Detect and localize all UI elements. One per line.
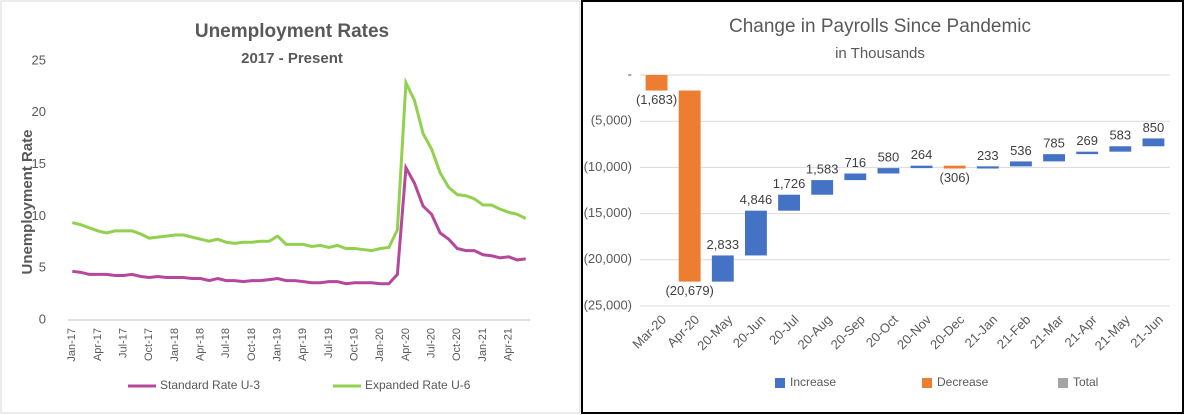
data-label: 850: [1143, 120, 1165, 135]
y-axis-label: Unemployment Rate: [19, 129, 36, 274]
bar: [745, 210, 767, 256]
y-tick-label: 15: [32, 156, 46, 171]
data-label: (20,679): [665, 283, 713, 298]
bar: [943, 165, 966, 169]
legend-swatch: [1058, 378, 1068, 388]
x-tick-label: Oct-18: [246, 328, 258, 361]
legend-label: Expanded Rate U-6: [365, 378, 471, 392]
y-tick-label: (15,000): [584, 205, 632, 220]
bar: [1142, 138, 1165, 147]
x-tick-label: Jul-17: [118, 328, 130, 358]
data-label: (1,683): [636, 92, 677, 107]
bar: [711, 255, 734, 282]
data-label: 536: [1010, 143, 1032, 158]
x-tick-label: Apr-20: [400, 328, 412, 361]
x-tick-label: 21-Jan: [962, 312, 1001, 351]
data-label: 1,726: [773, 176, 806, 191]
x-tick-label: 20-Nov: [894, 312, 935, 353]
right-panel: [581, 0, 1184, 414]
bar: [844, 173, 867, 181]
x-tick-label: Jan-21: [477, 328, 489, 362]
x-tick-label: Apr-17: [92, 328, 104, 361]
data-label: 583: [1109, 128, 1131, 143]
data-label: 716: [844, 155, 866, 170]
x-tick-label: 21-Mar: [1027, 311, 1067, 351]
data-label: 580: [878, 150, 900, 165]
legend-label: Total: [1073, 375, 1098, 389]
legend-label: Increase: [790, 375, 836, 389]
left-panel: [0, 0, 581, 414]
x-tick-label: 21-Feb: [994, 312, 1034, 352]
series-line: [71, 76, 527, 253]
x-tick-label: Jul-18: [220, 328, 232, 358]
y-tick-label: -: [628, 66, 632, 81]
chart-title: Change in Payrolls Since Pandemic: [729, 16, 1031, 37]
data-label: 2,833: [707, 237, 740, 252]
y-tick-label: 25: [32, 52, 46, 67]
x-tick-label: Apr-18: [195, 328, 207, 361]
legend-swatch: [922, 378, 932, 388]
x-tick-label: 21-May: [1092, 312, 1134, 354]
y-tick-label: 10: [32, 208, 46, 223]
x-tick-label: 20-Jun: [730, 312, 769, 351]
x-tick-label: Apr-21: [503, 328, 515, 361]
bar: [976, 166, 999, 169]
x-tick-label: 21-Jun: [1127, 312, 1166, 351]
bar: [910, 165, 933, 169]
series-line: [72, 162, 526, 286]
bar: [877, 168, 900, 174]
bar: [678, 90, 701, 282]
data-label: 269: [1076, 133, 1098, 148]
x-tick-label: Mar-20: [629, 312, 669, 352]
x-tick-label: Oct-17: [143, 328, 155, 361]
x-tick-label: Oct-19: [349, 328, 361, 361]
y-tick-label: (20,000): [584, 251, 632, 266]
chart-subtitle: 2017 - Present: [241, 50, 343, 67]
legend-label: Standard Rate U-3: [160, 378, 260, 392]
bar: [1010, 161, 1032, 167]
data-label: 1,583: [806, 162, 839, 177]
x-tick-label: Apr-19: [297, 328, 309, 361]
y-tick-label: (25,000): [584, 297, 632, 312]
bar: [811, 180, 834, 195]
x-tick-label: 20-Aug: [794, 312, 834, 352]
data-label: 264: [911, 147, 933, 162]
y-tick-label: 5: [39, 260, 46, 275]
x-tick-label: Jan-19: [272, 328, 284, 362]
data-label: 4,846: [740, 192, 773, 207]
y-tick-label: (10,000): [584, 159, 632, 174]
y-tick-label: 20: [32, 104, 46, 119]
x-tick-label: Jan-17: [66, 328, 78, 362]
y-tick-label: (5,000): [591, 113, 632, 128]
bar: [778, 194, 800, 211]
bar: [1076, 151, 1099, 155]
chart-title: Unemployment Rates: [195, 21, 389, 42]
x-tick-label: Jan-18: [169, 328, 181, 362]
bar: [1043, 154, 1065, 162]
legend-swatch: [775, 378, 785, 388]
data-label: 233: [977, 148, 999, 163]
bar: [645, 75, 668, 91]
data-label: (306): [940, 170, 970, 185]
chart-subtitle: in Thousands: [835, 45, 925, 62]
y-tick-label: 0: [39, 311, 46, 326]
x-tick-label: 20-Dec: [927, 312, 968, 353]
bar: [1109, 146, 1132, 152]
legend-label: Decrease: [937, 375, 989, 389]
x-tick-label: 20-May: [694, 312, 736, 354]
x-tick-label: Jul-19: [323, 328, 335, 358]
x-tick-label: Oct-20: [451, 328, 463, 361]
data-label: 785: [1043, 136, 1065, 151]
x-tick-label: 20-Sep: [828, 312, 868, 352]
x-tick-label: Jul-20: [426, 328, 438, 358]
x-tick-label: Jan-20: [374, 328, 386, 362]
